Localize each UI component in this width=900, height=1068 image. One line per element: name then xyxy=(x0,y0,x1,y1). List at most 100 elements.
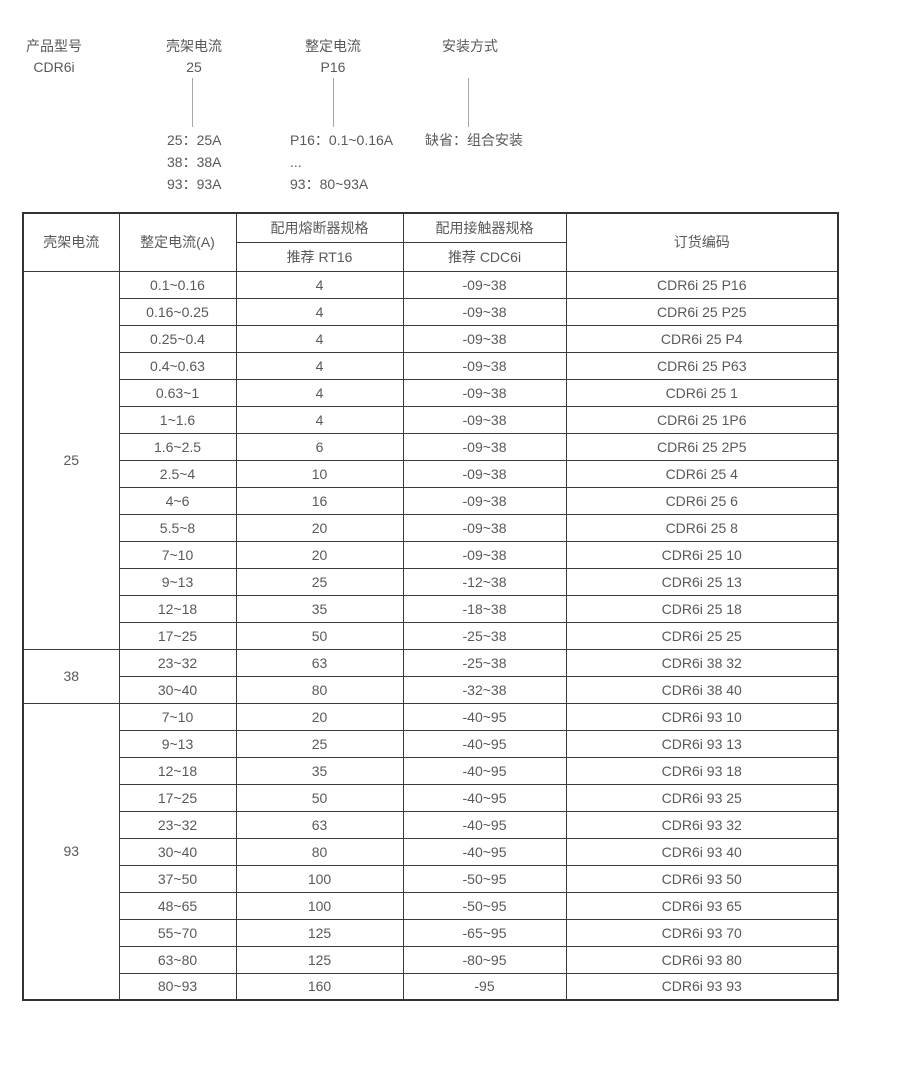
contactor-spec-cell: -09~38 xyxy=(402,486,567,515)
fuse-spec-cell: 35 xyxy=(235,756,404,785)
order-code-cell: CDR6i 93 80 xyxy=(565,945,839,974)
contactor-spec-cell: -40~95 xyxy=(402,810,567,839)
mounting-style-options: 缺省：组合安装 xyxy=(425,129,523,151)
order-code-cell: CDR6i 25 P25 xyxy=(565,297,839,326)
order-code-cell: CDR6i 93 50 xyxy=(565,864,839,893)
order-code-cell: CDR6i 25 8 xyxy=(565,513,839,542)
table-row: 12~18 35 -40~95 CDR6i 93 18 xyxy=(23,756,839,785)
header-row-2: 推荐 RT16 推荐 CDC6i xyxy=(23,241,838,272)
fuse-spec-cell: 4 xyxy=(235,405,404,434)
col-header-contactor-spec: 配用接触器规格 xyxy=(402,212,567,243)
order-code-cell: CDR6i 25 P4 xyxy=(565,324,839,353)
order-code-cell: CDR6i 38 32 xyxy=(565,648,839,677)
order-code-cell: CDR6i 38 40 xyxy=(565,675,839,704)
fuse-spec-cell: 63 xyxy=(235,648,404,677)
contactor-spec-cell: -40~95 xyxy=(402,756,567,785)
fuse-spec-cell: 63 xyxy=(235,810,404,839)
fuse-spec-cell: 100 xyxy=(235,864,404,893)
table-row: 0.63~1 4 -09~38 CDR6i 25 1 xyxy=(23,378,839,407)
setting-current-cell: 17~25 xyxy=(118,783,237,812)
setting-current-cell: 0.63~1 xyxy=(118,378,237,407)
fuse-spec-cell: 16 xyxy=(235,486,404,515)
setting-current-cell: 48~65 xyxy=(118,891,237,920)
contactor-spec-cell: -50~95 xyxy=(402,891,567,920)
order-code-cell: CDR6i 93 65 xyxy=(565,891,839,920)
setting-current-cell: 7~10 xyxy=(118,702,237,731)
order-code-cell: CDR6i 25 1P6 xyxy=(565,405,839,434)
fuse-spec-cell: 4 xyxy=(235,378,404,407)
frame-current-group-cell: 25 xyxy=(22,270,120,650)
setting-current-cell: 30~40 xyxy=(118,675,237,704)
setting-current-cell: 9~13 xyxy=(118,729,237,758)
contactor-spec-cell: -95 xyxy=(402,972,567,1001)
order-code-cell: CDR6i 25 1 xyxy=(565,378,839,407)
contactor-spec-cell: -50~95 xyxy=(402,864,567,893)
setting-current-cell: 9~13 xyxy=(118,567,237,596)
contactor-spec-cell: -80~95 xyxy=(402,945,567,974)
product-model-label: 产品型号 xyxy=(26,38,82,54)
table-row: 0.4~0.63 4 -09~38 CDR6i 25 P63 xyxy=(23,351,839,380)
setting-current-cell: 23~32 xyxy=(118,810,237,839)
contactor-spec-cell: -09~38 xyxy=(402,324,567,353)
col-subheader-fuse-recommend: 推荐 RT16 xyxy=(235,241,404,272)
setting-current-cell: 2.5~4 xyxy=(118,459,237,488)
order-code-cell: CDR6i 25 6 xyxy=(565,486,839,515)
order-code-cell: CDR6i 25 13 xyxy=(565,567,839,596)
contactor-spec-cell: -09~38 xyxy=(402,540,567,569)
order-code-cell: CDR6i 25 4 xyxy=(565,459,839,488)
fuse-spec-cell: 35 xyxy=(235,594,404,623)
contactor-spec-cell: -25~38 xyxy=(402,621,567,650)
frame-current-options: 25：25A 38：38A 93：93A xyxy=(167,129,221,195)
selection-table: 壳架电流 整定电流(A) 配用熔断器规格 配用接触器规格 订货编码 推荐 RT1… xyxy=(22,212,839,1001)
col-header-frame-current: 壳架电流 xyxy=(22,212,120,272)
fuse-spec-cell: 20 xyxy=(235,540,404,569)
setting-current-cell: 1~1.6 xyxy=(118,405,237,434)
frame-current-value: 25 xyxy=(186,59,202,75)
frame-current-label: 壳架电流 xyxy=(166,38,222,54)
setting-current-cell: 4~6 xyxy=(118,486,237,515)
col-header-setting-current: 整定电流(A) xyxy=(118,212,237,272)
setting-current-cell: 63~80 xyxy=(118,945,237,974)
table-row: 1.6~2.5 6 -09~38 CDR6i 25 2P5 xyxy=(23,432,839,461)
setting-current-option: 93：80~93A xyxy=(290,176,369,192)
order-code-cell: CDR6i 25 P16 xyxy=(565,270,839,299)
fuse-spec-cell: 100 xyxy=(235,891,404,920)
setting-current-option: ... xyxy=(290,154,302,170)
table-row: 30~40 80 -32~38 CDR6i 38 40 xyxy=(23,675,839,704)
order-code-cell: CDR6i 93 18 xyxy=(565,756,839,785)
contactor-spec-cell: -40~95 xyxy=(402,729,567,758)
setting-current-cell: 0.1~0.16 xyxy=(118,270,237,299)
setting-current-cell: 0.4~0.63 xyxy=(118,351,237,380)
setting-current-cell: 37~50 xyxy=(118,864,237,893)
fuse-spec-cell: 125 xyxy=(235,918,404,947)
fuse-spec-cell: 50 xyxy=(235,783,404,812)
ordering-code-diagram: 产品型号 CDR6i 壳架电流 25 25：25A 38：38A 93：93A … xyxy=(0,0,900,212)
table-row: 2.5~4 10 -09~38 CDR6i 25 4 xyxy=(23,459,839,488)
frame-current-option: 25：25A xyxy=(167,132,222,148)
connector-line-setting-current xyxy=(333,78,334,127)
frame-current-option: 38：38A xyxy=(167,154,222,170)
table-row: 0.16~0.25 4 -09~38 CDR6i 25 P25 xyxy=(23,297,839,326)
order-code-cell: CDR6i 93 40 xyxy=(565,837,839,866)
fuse-spec-cell: 20 xyxy=(235,513,404,542)
order-code-cell: CDR6i 93 13 xyxy=(565,729,839,758)
table-row: 38 23~32 63 -25~38 CDR6i 38 32 xyxy=(22,648,839,704)
table-header: 壳架电流 整定电流(A) 配用熔断器规格 配用接触器规格 订货编码 推荐 RT1… xyxy=(22,212,839,272)
order-code-cell: CDR6i 93 93 xyxy=(565,972,839,1001)
table-row: 7~10 20 -09~38 CDR6i 25 10 xyxy=(23,540,839,569)
setting-current-options: P16：0.1~0.16A ... 93：80~93A xyxy=(290,129,393,195)
table-row: 17~25 50 -25~38 CDR6i 25 25 xyxy=(23,621,839,650)
table-row: 12~18 35 -18~38 CDR6i 25 18 xyxy=(23,594,839,623)
col-subheader-contactor-recommend: 推荐 CDC6i xyxy=(402,241,567,272)
frame-current-group-cell: 93 xyxy=(22,702,120,1001)
setting-current-cell: 0.25~0.4 xyxy=(118,324,237,353)
setting-current-cell: 55~70 xyxy=(118,918,237,947)
mounting-style-option: 缺省：组合安装 xyxy=(425,132,523,148)
contactor-spec-cell: -18~38 xyxy=(402,594,567,623)
table-row: 4~6 16 -09~38 CDR6i 25 6 xyxy=(23,486,839,515)
mounting-style-label: 安装方式 xyxy=(442,38,498,54)
order-code-cell: CDR6i 25 P63 xyxy=(565,351,839,380)
setting-current-cell: 5.5~8 xyxy=(118,513,237,542)
order-code-cell: CDR6i 93 32 xyxy=(565,810,839,839)
setting-current-cell: 1.6~2.5 xyxy=(118,432,237,461)
